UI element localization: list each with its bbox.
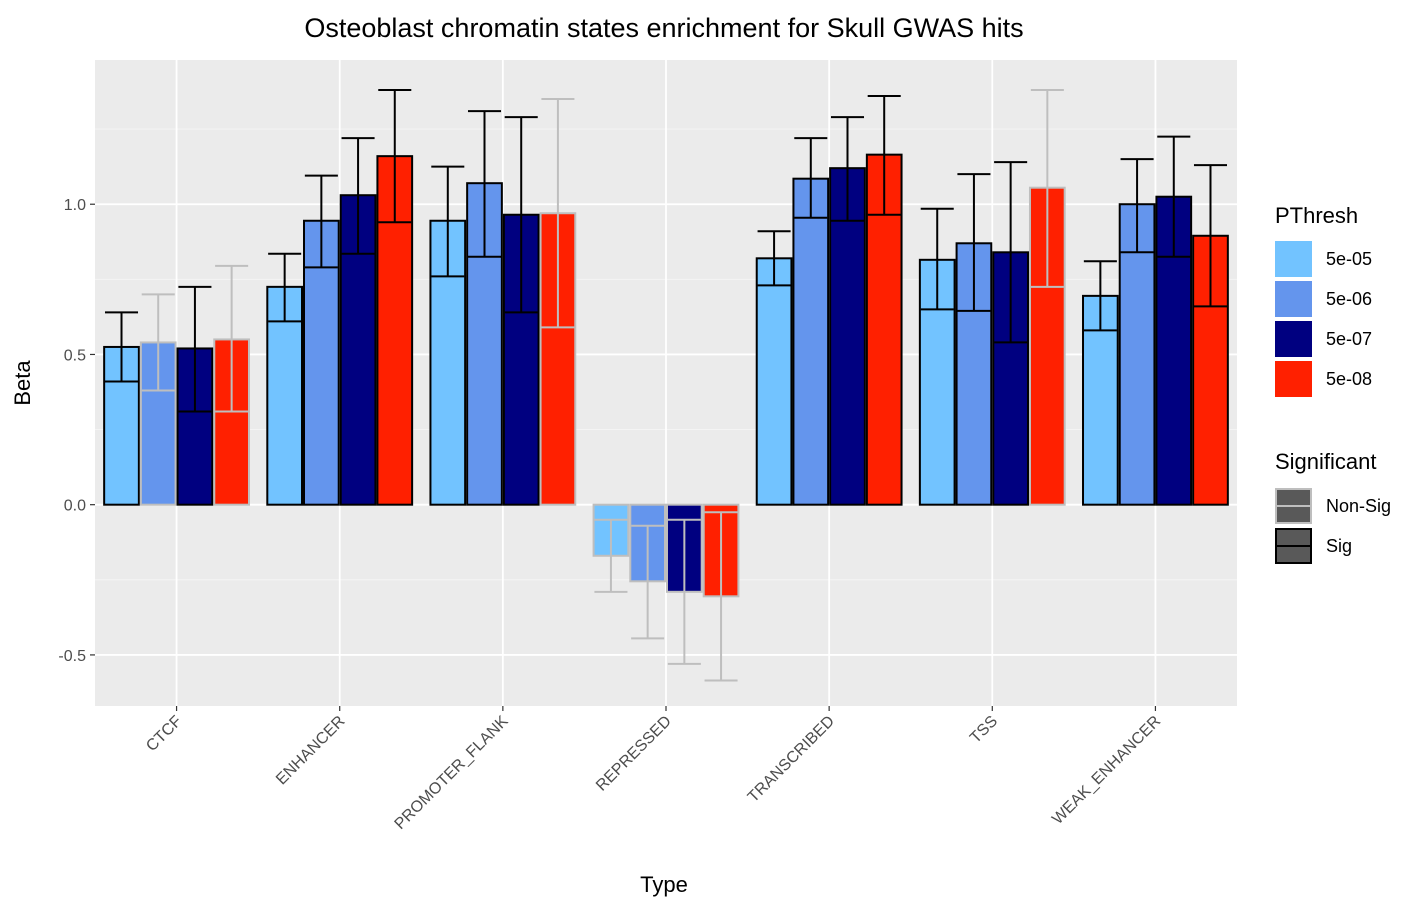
bar-transcribed-5e-07 — [829, 167, 866, 506]
error-bar-weak_enhancer-5e-08 — [1193, 164, 1228, 308]
legend-key-sig — [1275, 528, 1312, 564]
error-bar-promoter_flank-5e-08 — [541, 98, 575, 329]
y-axis-title: Beta — [10, 360, 35, 406]
legend-key-5e-08 — [1275, 361, 1312, 397]
x-axis-title: Type — [640, 872, 688, 897]
y-tick-label: -0.5 — [58, 648, 86, 665]
error-bar-tss-5e-08 — [1030, 89, 1064, 288]
error-bar-repressed-5e-05 — [594, 518, 628, 593]
legend-title-pthresh: PThresh — [1275, 203, 1358, 228]
x-tick-label-transcribed: TRANSCRIBED — [745, 713, 838, 806]
error-bar-weak_enhancer-5e-06 — [1120, 158, 1154, 254]
error-bar-repressed-5e-06 — [631, 524, 665, 640]
error-bar-enhancer-5e-06 — [304, 174, 338, 269]
bar-weak_enhancer-5e-06 — [1118, 203, 1156, 506]
error-bar-transcribed-5e-05 — [757, 230, 791, 287]
error-bar-tss-5e-05 — [920, 207, 954, 311]
legend-key-non-sig — [1275, 488, 1312, 524]
x-tick-label-enhancer: ENHANCER — [273, 713, 349, 789]
plot-panel — [95, 60, 1237, 706]
error-bar-enhancer-5e-08 — [378, 89, 412, 224]
legend-key-5e-06 — [1275, 281, 1312, 317]
error-bar-transcribed-5e-08 — [867, 95, 901, 216]
legend-label-5e-08: 5e-08 — [1326, 369, 1372, 389]
error-bar-ctcf-5e-07 — [178, 285, 212, 413]
error-bar-tss-5e-07 — [994, 161, 1028, 344]
legend-label-5e-05: 5e-05 — [1326, 249, 1372, 269]
bar-promoter_flank-5e-07 — [502, 213, 540, 506]
x-tick-label-ctcf: CTCF — [143, 713, 185, 755]
legend-label-non-sig: Non-Sig — [1326, 496, 1391, 516]
error-bar-weak_enhancer-5e-05 — [1083, 260, 1117, 332]
x-tick-label-promoter_flank: PROMOTER_FLANK — [392, 713, 512, 833]
chart-title: Osteoblast chromatin states enrichment f… — [304, 13, 1023, 43]
error-bar-ctcf-5e-06 — [141, 293, 175, 392]
error-bars-layer — [104, 89, 1228, 682]
y-tick-label: 0.0 — [64, 498, 86, 515]
error-bar-repressed-5e-07 — [667, 518, 701, 665]
bar-transcribed-5e-05 — [755, 257, 793, 506]
error-bar-transcribed-5e-06 — [794, 137, 828, 219]
error-bar-enhancer-5e-05 — [268, 252, 302, 323]
error-bar-ctcf-5e-08 — [215, 264, 249, 413]
y-tick-label: 1.0 — [64, 197, 86, 214]
error-bar-repressed-5e-08 — [704, 511, 738, 682]
legend-label-sig: Sig — [1326, 536, 1352, 556]
bar-transcribed-5e-06 — [792, 177, 830, 506]
legend-label-5e-06: 5e-06 — [1326, 289, 1372, 309]
x-tick-label-weak_enhancer: WEAK_ENHANCER — [1049, 713, 1164, 828]
legend-title-significant: Significant — [1275, 449, 1377, 474]
error-bar-promoter_flank-5e-07 — [504, 116, 538, 314]
error-bar-promoter_flank-5e-05 — [431, 165, 465, 278]
legend-label-5e-07: 5e-07 — [1326, 329, 1372, 349]
error-bar-enhancer-5e-07 — [341, 137, 375, 255]
error-bar-ctcf-5e-05 — [104, 311, 139, 383]
error-bar-promoter_flank-5e-06 — [467, 110, 502, 258]
x-tick-label-repressed: REPRESSED — [593, 713, 675, 795]
y-axis: -0.5 0.0 0.5 1.0 — [58, 197, 95, 665]
legend: PThresh 5e-05 5e-06 5e-07 5e-08 Significant No… — [1275, 203, 1391, 564]
x-axis: CTCF ENHANCER PROMOTER_FLANK REPRESSED TRANS… — [143, 706, 1164, 833]
y-tick-label: 0.5 — [64, 347, 86, 364]
x-tick-label-tss: TSS — [967, 713, 1001, 747]
error-bar-transcribed-5e-07 — [830, 116, 865, 222]
legend-key-5e-05 — [1275, 241, 1312, 277]
error-bar-weak_enhancer-5e-07 — [1157, 135, 1191, 258]
error-bar-tss-5e-06 — [957, 173, 991, 312]
legend-key-5e-07 — [1275, 321, 1312, 357]
